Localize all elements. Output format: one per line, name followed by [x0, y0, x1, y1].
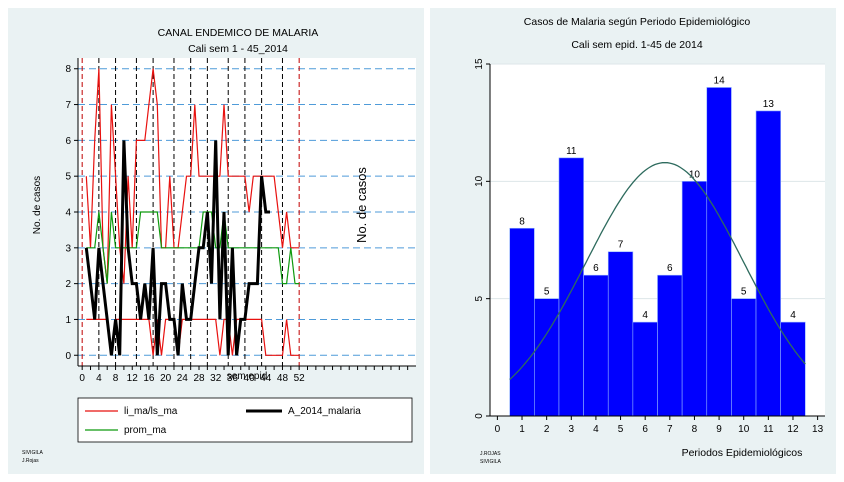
right-chart-subtitle: Cali sem epid. 1-45 de 2014 — [571, 39, 702, 51]
x-tick-label: 8 — [113, 373, 119, 384]
x-tick-label: 12 — [787, 424, 799, 435]
bar-value-label: 4 — [790, 310, 796, 321]
y-tick-label: 0 — [65, 351, 71, 362]
bar — [583, 274, 609, 417]
bar-value-label: 5 — [741, 287, 747, 298]
y-tick-label: 15 — [474, 58, 485, 70]
left-legend: li_ma/ls_ma A_2014_malaria prom_ma — [77, 397, 413, 443]
x-tick-label: 36 — [227, 373, 239, 384]
y-tick-label: 5 — [65, 172, 71, 183]
x-tick-label: 40 — [244, 373, 256, 384]
y-tick-label: 4 — [65, 208, 71, 219]
right-x-axis-label: Periodos Epidemiológicos — [682, 447, 803, 459]
legend-label-a2014: A_2014_malaria — [288, 406, 361, 417]
series-line-3 — [84, 140, 270, 356]
bar — [607, 251, 634, 417]
bar — [731, 298, 757, 417]
left-y-axis-label: No. de casos — [32, 176, 43, 234]
bar-value-label: 10 — [689, 169, 701, 180]
bar — [681, 181, 708, 417]
x-tick-label: 2 — [544, 424, 550, 435]
bar-value-label: 4 — [642, 310, 648, 321]
bar-value-label: 7 — [618, 240, 624, 251]
x-tick-label: 8 — [692, 424, 698, 435]
normal-curve — [509, 161, 806, 380]
bar-value-label: 8 — [519, 216, 525, 227]
bar-value-label: 13 — [763, 99, 775, 110]
x-tick-label: 32 — [210, 373, 222, 384]
x-tick-label: 20 — [160, 373, 172, 384]
x-tick-label: 16 — [143, 373, 155, 384]
x-tick-label: 0 — [495, 424, 501, 435]
x-tick-label: 4 — [96, 373, 102, 384]
x-tick-label: 12 — [127, 373, 139, 384]
bar-value-label: 6 — [593, 263, 599, 274]
y-tick-label: 7 — [65, 100, 71, 111]
bar — [706, 87, 732, 417]
bar-value-label: 14 — [714, 75, 726, 86]
legend-label-prom: prom_ma — [124, 425, 167, 436]
bar — [534, 298, 560, 417]
x-tick-label: 7 — [667, 424, 673, 435]
left-chart-title: CANAL ENDEMICO DE MALARIA — [158, 27, 319, 39]
left-footer-line2: J.Rojas — [22, 458, 39, 464]
y-tick-label: 3 — [65, 243, 71, 254]
bar-value-label: 6 — [667, 263, 673, 274]
right-footer-line1: J.ROJAS — [480, 451, 501, 457]
bar — [780, 321, 806, 417]
y-tick-label: 8 — [65, 64, 71, 75]
bar — [632, 321, 658, 417]
x-tick-label: 6 — [642, 424, 648, 435]
x-tick-label: 11 — [763, 424, 774, 435]
bar — [657, 274, 683, 417]
bar-value-label: 5 — [544, 287, 550, 298]
x-tick-label: 44 — [260, 373, 272, 384]
left-chart-subtitle: Cali sem 1 - 45_2014 — [188, 43, 288, 55]
x-tick-label: 1 — [519, 424, 525, 435]
x-tick-label: 52 — [294, 373, 306, 384]
bar-value-label: 11 — [566, 146, 577, 157]
x-tick-label: 0 — [79, 373, 85, 384]
x-tick-label: 5 — [618, 424, 624, 435]
x-tick-label: 4 — [593, 424, 599, 435]
bar — [558, 157, 584, 417]
x-tick-label: 48 — [277, 373, 289, 384]
left-chart-annotation: No. de casos — [354, 167, 369, 243]
left-x-axis-label: sem epid — [227, 371, 268, 382]
y-tick-label: 1 — [65, 315, 71, 326]
legend-label-li-ls: li_ma/ls_ma — [124, 406, 178, 417]
right-chart-title: Casos de Malaria según Periodo Epidemiol… — [524, 16, 751, 28]
left-footer-line1: SIVIGILA — [22, 450, 44, 456]
bar — [755, 110, 781, 417]
x-tick-label: 13 — [812, 424, 824, 435]
x-tick-label: 28 — [193, 373, 205, 384]
y-tick-label: 2 — [65, 279, 71, 290]
y-tick-label: 0 — [474, 413, 485, 419]
right-footer-line2: SIVIGILA — [480, 459, 502, 465]
bar — [509, 227, 535, 417]
y-tick-label: 5 — [474, 295, 485, 301]
x-tick-label: 10 — [738, 424, 750, 435]
x-tick-label: 24 — [177, 373, 189, 384]
x-tick-label: 3 — [569, 424, 575, 435]
y-tick-label: 10 — [474, 175, 485, 187]
legend-box — [77, 397, 413, 443]
x-tick-label: 9 — [716, 424, 722, 435]
y-tick-label: 6 — [65, 136, 71, 147]
